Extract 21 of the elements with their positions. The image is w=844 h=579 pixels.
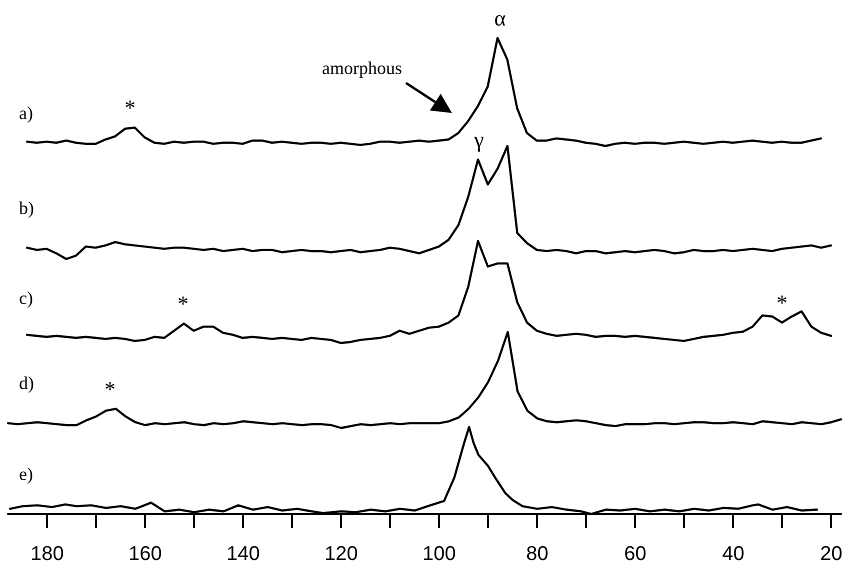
annotation: * <box>104 376 116 402</box>
x-tick-label: 160 <box>128 543 162 565</box>
annotation: * <box>124 95 136 120</box>
text: e) <box>19 464 33 484</box>
text: d) <box>19 373 34 393</box>
x-tick-label: 120 <box>324 543 358 565</box>
annotation: * <box>776 290 788 316</box>
x-tick-label: 140 <box>226 543 260 565</box>
text: b) <box>19 198 34 218</box>
x-tick-label: 20 <box>820 543 842 565</box>
x-tick-label: 40 <box>722 543 744 565</box>
x-tick-label: 80 <box>526 543 548 565</box>
text: c) <box>19 288 33 308</box>
annotation: α <box>494 6 506 30</box>
text: a) <box>19 103 33 123</box>
annotation: * <box>178 291 188 316</box>
annotation: γ <box>473 127 484 152</box>
annotation: amorphous <box>322 58 402 78</box>
x-tick-label: 100 <box>422 543 456 565</box>
x-tick-label: 60 <box>624 543 646 565</box>
x-tick-label: 180 <box>30 543 64 565</box>
